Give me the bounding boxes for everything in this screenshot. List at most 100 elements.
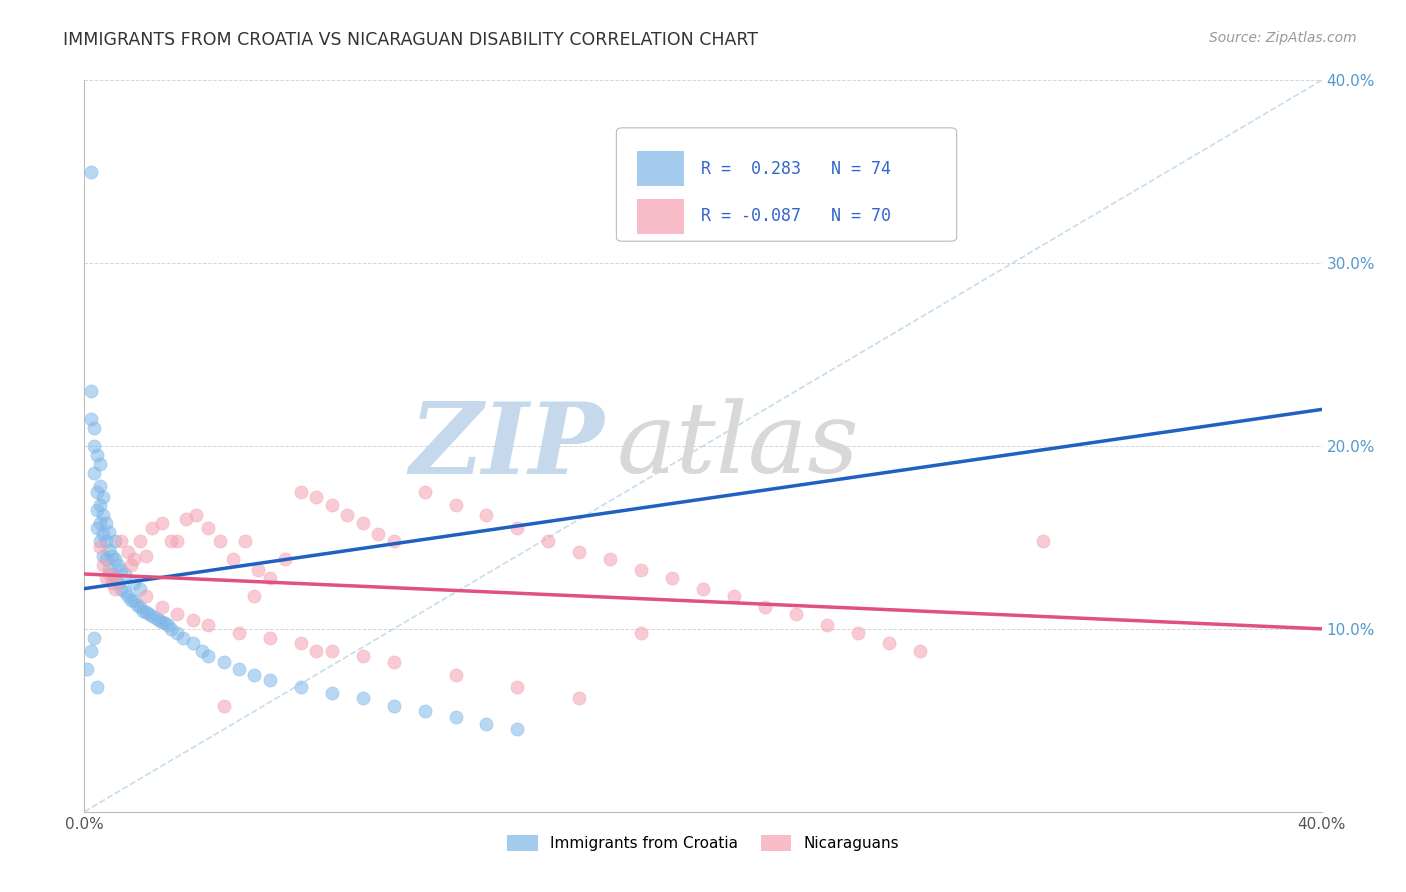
Point [79,384,101,398]
Point [110,534,132,549]
Point [89,540,111,554]
Point [86,521,108,535]
Point [444,498,467,512]
Point [83,467,105,481]
Point [94,571,117,585]
Point [122,576,145,591]
Point [104,571,127,585]
Point [110,563,132,577]
Point [908,644,931,658]
Point [692,582,714,596]
Point [94,516,117,530]
Point [661,571,683,585]
Point [98,567,121,582]
Point [166,534,188,549]
Point [228,662,250,676]
Point [382,655,405,669]
Point [83,631,105,645]
Point [537,534,560,549]
Point [104,582,127,596]
Point [156,618,179,632]
Point [91,526,114,541]
Point [110,582,132,596]
Point [228,625,250,640]
Point [382,698,405,713]
Point [197,521,219,535]
Point [846,625,869,640]
Point [172,631,194,645]
Point [274,552,297,566]
Point [290,681,312,695]
Point [98,561,121,575]
Point [444,667,467,681]
Point [367,526,389,541]
Point [197,618,219,632]
Point [141,521,163,535]
Point [184,508,207,523]
Point [153,616,176,631]
Point [321,644,343,658]
Point [94,534,117,549]
Point [79,644,101,658]
FancyBboxPatch shape [637,151,685,186]
Point [785,607,807,622]
Point [101,549,124,563]
Point [150,615,173,629]
Point [101,567,124,582]
Point [160,622,183,636]
Point [129,599,152,614]
Point [79,164,101,178]
Point [117,589,139,603]
Point [209,534,232,549]
Point [104,571,127,585]
Point [506,521,529,535]
Point [120,592,142,607]
Point [413,484,436,499]
Point [86,484,108,499]
Point [290,636,312,650]
Point [444,709,467,723]
Point [630,625,652,640]
Point [475,717,498,731]
Point [122,594,145,608]
Point [135,589,157,603]
Text: R = -0.087   N = 70: R = -0.087 N = 70 [700,207,890,226]
Point [83,421,105,435]
Point [104,552,127,566]
Point [212,698,235,713]
Point [877,636,900,650]
Point [382,534,405,549]
Point [233,534,256,549]
Point [181,613,204,627]
Point [107,576,129,591]
Point [91,549,114,563]
Point [599,552,621,566]
Point [166,625,188,640]
Point [352,691,374,706]
FancyBboxPatch shape [616,128,956,241]
Text: IMMIGRANTS FROM CROATIA VS NICARAGUAN DISABILITY CORRELATION CHART: IMMIGRANTS FROM CROATIA VS NICARAGUAN DI… [63,31,758,49]
Point [76,662,98,676]
Point [754,599,776,614]
Point [259,631,281,645]
Text: atlas: atlas [616,399,859,493]
Text: R =  0.283   N = 74: R = 0.283 N = 74 [700,160,890,178]
Point [86,503,108,517]
Point [98,524,121,539]
Point [120,558,142,572]
Point [181,636,204,650]
Point [89,479,111,493]
Point [91,508,114,523]
Point [135,549,157,563]
Text: Source: ZipAtlas.com: Source: ZipAtlas.com [1209,31,1357,45]
Point [114,567,136,582]
Point [352,649,374,664]
Point [243,667,266,681]
Point [89,457,111,471]
Point [150,599,173,614]
Point [336,508,359,523]
Point [129,534,152,549]
Point [290,484,312,499]
Point [107,558,129,572]
Point [79,411,101,425]
